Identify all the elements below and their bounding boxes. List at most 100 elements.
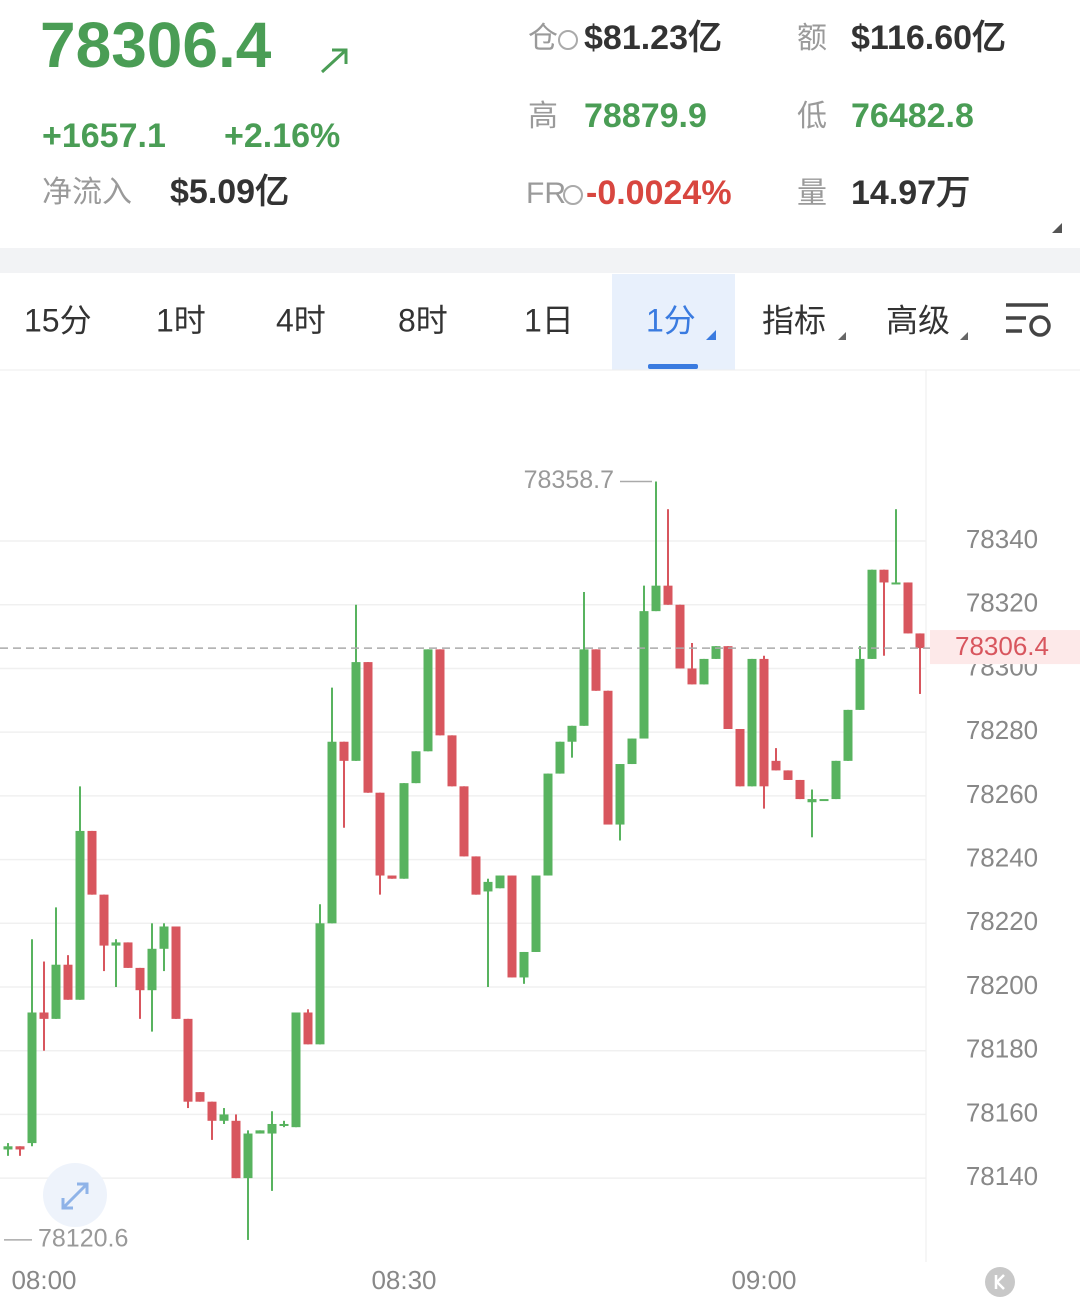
- candle-body: [903, 582, 913, 634]
- candle-body: [291, 1012, 301, 1128]
- label: 高: [528, 100, 558, 133]
- candle-body: [831, 760, 841, 800]
- candle-body: [615, 764, 625, 825]
- candle-body: [267, 1123, 277, 1134]
- tab[interactable]: 15分: [24, 302, 92, 338]
- corner-triangle: [1052, 223, 1062, 233]
- candle-body: [435, 649, 445, 736]
- candle-body: [423, 649, 433, 752]
- candle-body: [411, 751, 421, 784]
- turnover: $116.60亿: [851, 19, 1006, 57]
- y-tick-label: 78280: [966, 715, 1038, 745]
- candle-body: [783, 770, 793, 780]
- candle-body: [711, 646, 721, 659]
- tab[interactable]: 8时: [398, 302, 448, 338]
- candle-body: [279, 1123, 289, 1126]
- candle-body: [759, 658, 769, 787]
- candle-body: [891, 582, 901, 585]
- candle-body: [327, 741, 337, 924]
- candle-body: [651, 585, 661, 612]
- tab[interactable]: 1日: [524, 302, 574, 338]
- y-tick-label: 78140: [966, 1161, 1038, 1191]
- label: 低: [797, 100, 827, 133]
- candle-body: [807, 799, 817, 803]
- candle-body: [447, 735, 457, 787]
- dropdown-triangle: [706, 330, 716, 340]
- help-icon[interactable]: [558, 30, 578, 50]
- tab[interactable]: 1时: [156, 302, 206, 338]
- y-tick-label: 78200: [966, 970, 1038, 1000]
- candle-body: [363, 662, 373, 793]
- candle-body: [471, 856, 481, 895]
- candle-body: [111, 942, 121, 946]
- tab[interactable]: 指标: [762, 302, 826, 338]
- candle-body: [231, 1120, 241, 1179]
- help-icon[interactable]: [563, 185, 583, 205]
- settings-icon[interactable]: [1006, 303, 1051, 337]
- candle-body: [771, 760, 781, 771]
- max-label: 78358.7: [524, 466, 614, 494]
- y-tick-label: 78340: [966, 524, 1038, 554]
- dropdown-triangle: [960, 332, 968, 340]
- tab[interactable]: 4时: [276, 302, 326, 338]
- label: 量: [797, 177, 827, 210]
- min-label: 78120.6: [38, 1225, 128, 1253]
- candle-body: [663, 585, 673, 605]
- candle-body: [519, 951, 529, 978]
- tab-selected-bg: [612, 274, 735, 370]
- candle-body: [159, 926, 169, 949]
- candle-body: [315, 923, 325, 1045]
- candle-body: [171, 926, 181, 1019]
- candle-body: [87, 830, 97, 895]
- candle-body: [915, 633, 925, 649]
- candle-body: [123, 942, 133, 968]
- volume: 14.97万: [851, 174, 970, 212]
- label: 仓: [528, 22, 558, 55]
- y-tick-label: 78320: [966, 588, 1038, 618]
- candle-body: [819, 799, 829, 802]
- x-tick-label: 09:00: [731, 1265, 796, 1295]
- candle-body: [795, 779, 805, 800]
- tab[interactable]: 高级: [886, 302, 950, 338]
- candle-body: [99, 894, 109, 946]
- y-tick-label: 78180: [966, 1034, 1038, 1064]
- candle-body: [495, 875, 505, 889]
- candle-body: [543, 773, 553, 876]
- label: 额: [797, 22, 827, 55]
- change: +1657.1: [42, 117, 166, 155]
- net-inflow: $5.09亿: [170, 173, 289, 211]
- k-icon: [994, 1274, 1005, 1290]
- tab[interactable]: 1分: [646, 302, 696, 338]
- price-tag: [930, 630, 1080, 665]
- high-24h: 78879.9: [584, 97, 707, 135]
- candle-body: [75, 830, 85, 1000]
- candle-body: [627, 738, 637, 765]
- k-button[interactable]: [985, 1267, 1015, 1297]
- candle-body: [3, 1146, 13, 1150]
- candle-body: [699, 658, 709, 685]
- candle-body: [531, 875, 541, 952]
- candle-body: [735, 728, 745, 787]
- x-tick-label: 08:00: [11, 1265, 76, 1295]
- candle-body: [351, 662, 361, 761]
- plot: 78140 78160 78180 78200 78220 78240 78260 78280…: [0, 466, 1080, 1295]
- candle-body: [723, 646, 733, 729]
- candle-body: [15, 1146, 25, 1150]
- candle-body: [63, 964, 73, 1000]
- candle-body: [603, 690, 613, 825]
- candle-body: [195, 1092, 205, 1102]
- label: FR: [526, 177, 566, 210]
- candle-body: [27, 1012, 37, 1144]
- open-interest: $81.23亿: [584, 19, 722, 57]
- tab-indicator: [648, 364, 698, 369]
- separator: [0, 248, 1080, 273]
- candle-body: [219, 1114, 229, 1121]
- y-tick-label: 78240: [966, 842, 1038, 872]
- label: 净流入: [42, 176, 132, 209]
- candle-body: [399, 783, 409, 879]
- candle-body: [591, 649, 601, 691]
- candle-body: [879, 569, 889, 583]
- candle-body: [39, 1012, 49, 1019]
